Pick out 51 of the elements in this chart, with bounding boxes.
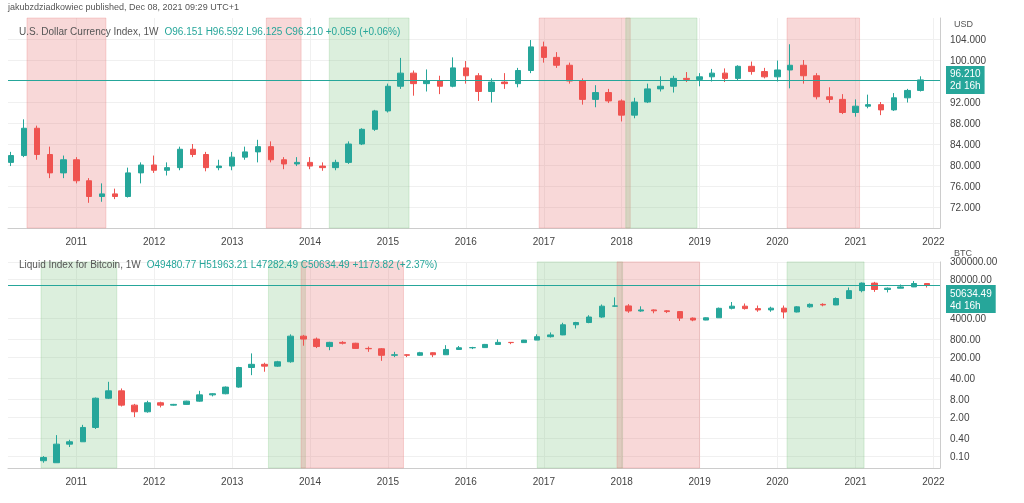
x-tick-label: 2017	[532, 475, 556, 487]
y-tick-label: 800.00	[950, 333, 982, 345]
y-tick-label: 100.000	[950, 54, 987, 66]
x-tick-label: 2012	[143, 235, 166, 247]
x-tick-label: 2018	[610, 475, 634, 487]
x-tick-label: 2020	[766, 235, 790, 247]
x-tick-label: 2013	[221, 235, 244, 247]
x-tick-label: 2021	[844, 235, 868, 247]
x-tick-label: 2021	[844, 475, 868, 487]
x-tick-label: 2022	[922, 475, 945, 487]
y-tick-label: 200.00	[950, 351, 982, 363]
y-axis-title: BTC	[954, 247, 973, 258]
x-tick-label: 2016	[454, 235, 478, 247]
y-axis-title: USD	[954, 18, 974, 29]
chart-subtitle: O49480.77 H51963.21 L47282.49 C50634.49 +1173.82 (+2.37%)	[146, 258, 438, 270]
ref-line-label: 50634.49 4d 16h	[950, 287, 993, 311]
x-tick-label: 2014	[298, 475, 322, 487]
y-tick-label: 2.00	[950, 411, 970, 423]
x-tick-label: 2016	[454, 475, 478, 487]
x-tick-label: 2019	[688, 475, 712, 487]
text: U.S. Dollar Currency Index, 1W	[19, 25, 160, 37]
y-tick-label: 80000.00	[950, 273, 993, 285]
y-tick-label: 92.000	[950, 96, 982, 108]
y-tick-label: 0.10	[950, 450, 970, 462]
y-tick-label: 0.40	[950, 432, 970, 444]
y-tick-label: 8.00	[950, 393, 970, 405]
y-tick-label: 80.000	[950, 159, 982, 171]
y-tick-label: 84.000	[950, 138, 982, 150]
y-tick-label: 88.000	[950, 117, 982, 129]
y-tick-label: 40.00	[950, 372, 976, 384]
x-tick-label: 2020	[766, 475, 790, 487]
x-tick-label: 2022	[922, 235, 945, 247]
text: O96.151 H96.592 L96.125 C96.210 +0.059 (+0.06%)	[164, 25, 401, 37]
x-tick-label: 2013	[221, 475, 244, 487]
ref-line-label: 96.210 2d 16h	[950, 68, 982, 92]
chart-title: Liquid Index for Bitcoin, 1W	[19, 258, 142, 270]
y-tick-label: 4000.00	[950, 312, 987, 324]
x-tick-label: 2015	[376, 475, 400, 487]
x-tick-label: 2018	[610, 235, 634, 247]
y-tick-label: 300000.00	[950, 256, 998, 268]
x-tick-label: 2017	[532, 235, 556, 247]
x-tick-label: 2019	[688, 235, 712, 247]
x-tick-label: 2014	[298, 235, 322, 247]
y-tick-label: 76.000	[950, 180, 982, 192]
x-tick-label: 2011	[65, 235, 88, 247]
x-tick-label: 2012	[143, 475, 166, 487]
y-tick-label: 104.000	[950, 33, 987, 45]
x-tick-label: 2011	[65, 475, 88, 487]
y-tick-label: 72.000	[950, 201, 982, 213]
text: jakubzdziadkowiec published, Dec 08, 2021 09:29 UTC+1	[7, 1, 239, 12]
x-tick-label: 2015	[376, 235, 400, 247]
